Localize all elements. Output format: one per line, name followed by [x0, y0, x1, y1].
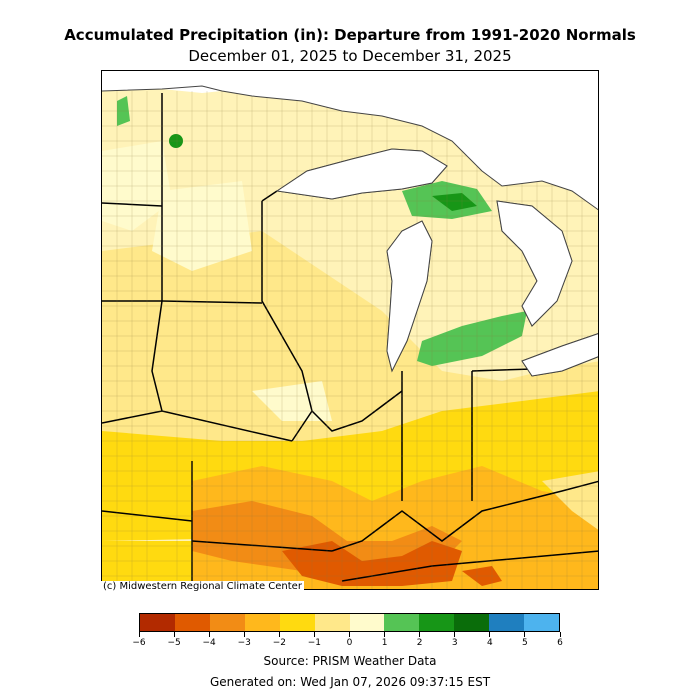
colorbar-tick-label: 0	[346, 638, 353, 648]
colorbar-tick-mark	[559, 632, 561, 637]
colorbar-tick-label: 2	[416, 638, 423, 648]
generated-label: Generated on: Wed Jan 07, 2026 09:37:15 …	[209, 675, 491, 689]
lake-huron-top	[496, 200, 573, 327]
colorbar-tick-label: −3	[237, 638, 251, 648]
colorbar-swatch	[209, 614, 245, 631]
colorbar-swatch	[279, 614, 315, 631]
colorbar-tick-mark	[489, 632, 491, 637]
colorbar-tick-label: −5	[167, 638, 181, 648]
colorbar-swatch	[140, 614, 175, 631]
lake-superior-top	[275, 148, 448, 200]
colorbar-tick-label: −6	[132, 638, 146, 648]
colorbar-tick-mark	[138, 632, 140, 637]
lake-erie-top	[521, 333, 598, 377]
colorbar-tick-label: −4	[202, 638, 216, 648]
colorbar-tick-mark	[454, 632, 456, 637]
map-svg	[102, 71, 598, 589]
colorbar-tick-label: 4	[486, 638, 493, 648]
colorbar-swatch	[174, 614, 210, 631]
lake-michigan-top	[386, 220, 433, 373]
map-subtitle: December 01, 2025 to December 31, 2025	[188, 47, 512, 65]
colorbar-tick-mark	[243, 632, 245, 637]
colorbar-tick-mark	[313, 632, 315, 637]
colorbar-tick-mark	[173, 632, 175, 637]
colorbar-swatch	[454, 614, 490, 631]
zone-wet-lower-mi	[417, 311, 527, 366]
colorbar-tick-mark	[349, 632, 350, 637]
colorbar-tick-mark	[384, 632, 386, 637]
colorbar-swatch	[244, 614, 280, 631]
colorbar-tick-label: −1	[307, 638, 322, 648]
colorbar-tick-label: 5	[522, 638, 528, 648]
colorbar-tick-label: 1	[381, 638, 388, 648]
precipitation-map	[101, 70, 599, 590]
colorbar-tick-mark	[419, 632, 421, 637]
colorbar-tick-label: 3	[451, 638, 458, 648]
colorbar-tick-label: 6	[557, 638, 563, 648]
colorbar-tick-mark	[208, 632, 210, 637]
zone-very-wet-up	[432, 193, 477, 211]
colorbar-swatch	[314, 614, 350, 631]
colorbar-swatch	[349, 614, 385, 631]
colorbar	[139, 613, 560, 632]
source-label: Source: PRISM Weather Data	[263, 654, 437, 668]
colorbar-tick-mark	[278, 632, 280, 637]
colorbar-tick-mark	[524, 632, 526, 637]
colorbar-tick-label: −2	[272, 638, 286, 648]
coastline	[102, 85, 598, 211]
colorbar-swatch	[384, 614, 420, 631]
colorbar-swatch	[489, 614, 525, 631]
canada-top	[102, 71, 598, 210]
colorbar-swatch	[524, 614, 560, 631]
map-title: Accumulated Precipitation (in): Departur…	[64, 26, 636, 44]
credit-label: (c) Midwestern Regional Climate Center	[101, 581, 304, 592]
colorbar-swatch	[419, 614, 455, 631]
